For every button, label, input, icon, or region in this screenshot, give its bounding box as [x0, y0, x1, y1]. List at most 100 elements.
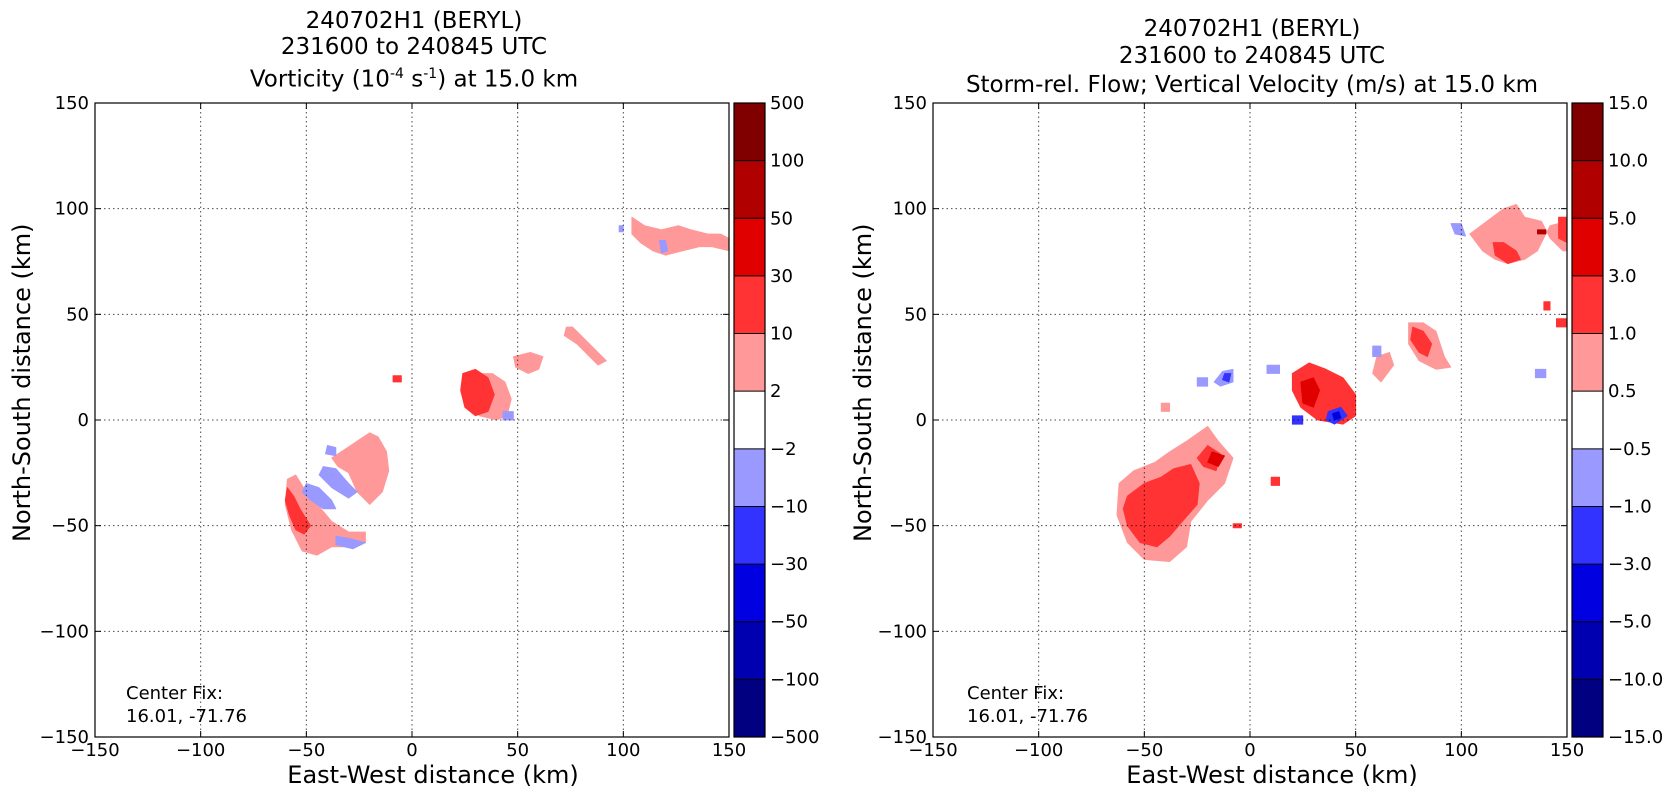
velocity-x-axis-label: East-West distance (km)	[1126, 761, 1418, 789]
velocity-contour-region	[1160, 402, 1171, 412]
vorticity-colorbar-segment	[734, 275, 765, 334]
vorticity-x-tick-label: 100	[606, 740, 640, 761]
vorticity-colorbar-label: −500	[770, 727, 819, 748]
vorticity-contour-region	[502, 411, 514, 421]
vorticity-contour-region	[618, 225, 624, 233]
vorticity-contour-region	[563, 326, 607, 366]
velocity-contour-region	[1331, 411, 1342, 421]
velocity-y-tick-label: 0	[916, 410, 927, 431]
velocity-colorbar-segment	[1572, 391, 1603, 449]
vorticity-contour-region	[331, 432, 390, 505]
vorticity-title-line2: 231600 to 240845 UTC	[280, 34, 548, 60]
vorticity-plot-area	[95, 103, 729, 737]
vorticity-x-tick-label: 50	[506, 740, 529, 761]
velocity-colorbar-label: 1.0	[1608, 324, 1637, 345]
velocity-contour-region	[1450, 223, 1466, 237]
velocity-contour-region	[1266, 364, 1281, 374]
velocity-x-tick-label: 150	[1550, 740, 1584, 761]
vorticity-y-tick-label: 100	[55, 199, 89, 220]
vorticity-colorbar-segment	[734, 333, 765, 392]
vorticity-x-tick-label: 0	[406, 740, 417, 761]
velocity-center-fix: Center Fix: 16.01, -71.76	[967, 683, 1088, 727]
vorticity-x-axis-label: East-West distance (km)	[287, 761, 579, 789]
vorticity-colorbar-label: 30	[770, 266, 793, 287]
velocity-colorbar-segment	[1572, 448, 1603, 507]
vorticity-contours	[284, 216, 729, 556]
velocity-x-tick-label: 50	[1344, 740, 1367, 761]
velocity-y-tick-label: 100	[893, 199, 927, 220]
velocity-title-line1: 240702H1 (BERYL)	[1143, 16, 1361, 42]
velocity-contour-region	[1122, 463, 1200, 548]
velocity-colorbar-label: −10.0	[1608, 669, 1663, 690]
velocity-colorbar-segment	[1572, 564, 1603, 622]
velocity-colorbar-segment	[1572, 333, 1603, 392]
vorticity-contour-region	[392, 375, 402, 383]
velocity-colorbar-segment	[1572, 621, 1603, 680]
velocity-y-tick-label: 50	[904, 304, 927, 325]
vorticity-colorbar-segment	[734, 506, 765, 565]
velocity-colorbar-label: 10.0	[1608, 151, 1648, 172]
velocity-contour-region	[1492, 242, 1521, 265]
velocity-contour-region	[1160, 512, 1175, 527]
vorticity-x-tick-label: −100	[176, 740, 225, 761]
vorticity-x-tick-label: −50	[287, 740, 325, 761]
velocity-title-line3: Storm-rel. Flow; Vertical Velocity (m/s)…	[965, 72, 1539, 98]
velocity-x-tick-label: 100	[1444, 740, 1478, 761]
vorticity-y-tick-label: −100	[40, 621, 89, 642]
vorticity-y-tick-label: −50	[51, 516, 89, 537]
velocity-x-tick-label: −100	[1014, 740, 1063, 761]
velocity-colorbar-label: −5.0	[1608, 612, 1652, 633]
vorticity-contour-region	[460, 368, 495, 417]
vorticity-contour-region	[335, 535, 366, 550]
vorticity-contour-region	[513, 351, 544, 374]
velocity-plot-area	[933, 103, 1567, 737]
velocity-x-tick-label: 0	[1244, 740, 1255, 761]
velocity-contour-region	[1543, 301, 1551, 311]
velocity-contour-region	[1232, 523, 1242, 529]
vorticity-colorbar-label: 2	[770, 381, 781, 402]
velocity-contour-region	[1372, 345, 1382, 358]
velocity-contour-region	[1410, 326, 1433, 358]
vorticity-panel: 240702H1 (BERYL) 231600 to 240845 UTC Vo…	[8, 8, 819, 789]
vorticity-y-tick-label: 0	[78, 410, 89, 431]
vorticity-colorbar-label: 100	[770, 151, 804, 172]
vorticity-contour-region	[284, 487, 312, 535]
velocity-colorbar-segment	[1572, 160, 1603, 219]
velocity-colorbar-segment	[1572, 218, 1603, 276]
vorticity-contour-region	[324, 444, 337, 457]
velocity-colorbar-label: −15.0	[1608, 727, 1663, 748]
vertical-velocity-panel: 240702H1 (BERYL) 231600 to 240845 UTC St…	[840, 0, 1677, 797]
vorticity-x-tick-label: −150	[70, 740, 119, 761]
velocity-y-tick-label: −100	[878, 621, 927, 642]
vorticity-contour-region	[301, 482, 337, 510]
vorticity-contour-region	[631, 216, 729, 256]
vorticity-colorbar-segment	[734, 564, 765, 622]
vorticity-contour-region	[658, 239, 669, 254]
velocity-contour-region	[1222, 373, 1232, 383]
velocity-colorbar-label: 5.0	[1608, 208, 1637, 229]
vorticity-colorbar-segment	[734, 218, 765, 276]
velocity-title-line2: 231600 to 240845 UTC	[1118, 43, 1386, 69]
velocity-contour-region	[1556, 318, 1567, 328]
velocity-colorbar-label: 3.0	[1608, 266, 1637, 287]
velocity-x-tick-label: −150	[908, 740, 957, 761]
velocity-y-tick-label: −50	[889, 516, 927, 537]
vorticity-colorbar-segment	[734, 103, 765, 161]
velocity-colorbar-label: 15.0	[1608, 93, 1648, 114]
vorticity-center-fix: Center Fix: 16.01, -71.76	[126, 683, 247, 727]
vorticity-colorbar-label: −30	[770, 554, 808, 575]
vorticity-y-tick-label: −150	[40, 727, 89, 748]
velocity-contour-region	[1558, 216, 1567, 243]
velocity-contour-region	[1270, 476, 1281, 486]
vorticity-contour-region	[318, 466, 358, 499]
velocity-contour-region	[1196, 377, 1209, 387]
vorticity-x-tick-label: 150	[712, 740, 746, 761]
velocity-contour-region	[1300, 377, 1321, 408]
velocity-colorbar-frame	[1571, 102, 1604, 738]
vorticity-colorbar-segment	[734, 621, 765, 680]
velocity-contour-region	[1207, 451, 1226, 467]
vorticity-colorbar-label: 500	[770, 93, 804, 114]
velocity-colorbar-label: −0.5	[1608, 439, 1652, 460]
velocity-y-tick-label: −150	[878, 727, 927, 748]
